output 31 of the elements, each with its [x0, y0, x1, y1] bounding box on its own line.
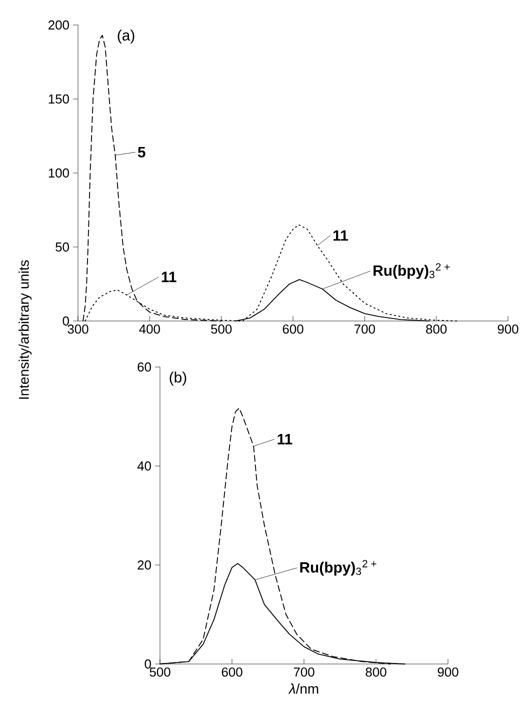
x-tick-label: 900	[498, 324, 518, 334]
annotation: Ru(bpy)$_{3}$2 +	[300, 560, 376, 576]
x-tick-label: 700	[294, 668, 314, 677]
x-axis-title: λ/nm	[288, 684, 318, 694]
annotation: 11	[334, 230, 348, 241]
annotation: (b)	[170, 372, 186, 386]
y-tick-label: 0	[144, 659, 151, 669]
y-tick-label: 50	[56, 242, 69, 252]
y-axis-title: Intensity/arbitrary units	[18, 260, 32, 399]
x-tick-label: 800	[426, 324, 447, 334]
y-tick-label: 20	[138, 560, 151, 570]
x-tick-label: 400	[139, 324, 160, 334]
x-tick-label: 600	[222, 668, 242, 677]
y-tick-label: 150	[48, 94, 69, 104]
x-tick-label: 900	[438, 668, 458, 677]
x-tick-label: 700	[354, 324, 375, 334]
y-tick-label: 200	[48, 20, 69, 30]
y-tick-label: 40	[137, 461, 151, 471]
y-tick-label: 0	[62, 316, 69, 326]
x-tick-label: 800	[366, 668, 386, 677]
x-tick-label: 500	[211, 324, 232, 334]
y-tick-label: 100	[48, 168, 69, 178]
annotation: Ru(bpy)$_{3}$2 +	[374, 263, 450, 279]
annotation: (a)	[118, 30, 134, 44]
x-tick-label: 300	[68, 324, 88, 334]
x-tick-label: 600	[282, 324, 304, 334]
y-tick-label: 60	[138, 362, 151, 372]
annotation: 11	[278, 434, 292, 444]
annotation: 5	[138, 147, 146, 158]
annotation: 11	[162, 272, 176, 282]
x-tick-label: 500	[150, 668, 170, 677]
